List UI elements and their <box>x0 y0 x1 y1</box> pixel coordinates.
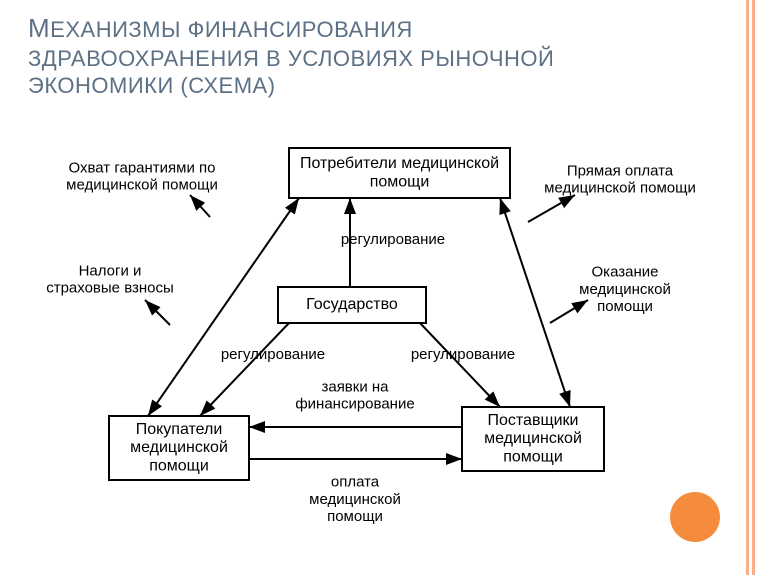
svg-text:медицинской: медицинской <box>579 281 671 298</box>
svg-text:Оказание: Оказание <box>592 264 659 281</box>
slide: МЕХАНИЗМЫ ФИНАНСИРОВАНИЯЗДРАВООХРАНЕНИЯ … <box>0 0 766 575</box>
svg-text:Прямая оплата: Прямая оплата <box>567 162 674 179</box>
svg-text:помощи: помощи <box>503 449 563 466</box>
svg-text:Покупатели: Покупатели <box>136 421 223 438</box>
svg-text:регулирование: регулирование <box>341 231 445 248</box>
svg-text:регулирование: регулирование <box>411 346 515 363</box>
svg-text:медицинской помощи: медицинской помощи <box>544 180 696 197</box>
svg-text:медицинской помощи: медицинской помощи <box>66 177 218 194</box>
edge-state_to_buyers <box>200 323 289 416</box>
svg-text:финансирование: финансирование <box>295 396 414 413</box>
slide-title: МЕХАНИЗМЫ ФИНАНСИРОВАНИЯЗДРАВООХРАНЕНИЯ … <box>28 12 706 100</box>
edge-consumers_buyers_left <box>148 198 299 416</box>
svg-text:медицинской: медицинской <box>130 439 228 456</box>
svg-text:Охват гарантиями по: Охват гарантиями по <box>69 159 216 176</box>
svg-text:Поставщики: Поставщики <box>488 412 579 429</box>
svg-text:оплата: оплата <box>331 474 380 491</box>
svg-text:медицинской: медицинской <box>484 430 582 447</box>
svg-text:регулирование: регулирование <box>221 346 325 363</box>
svg-text:помощи: помощи <box>149 458 209 475</box>
accent-rule-1 <box>746 0 749 575</box>
edge-consumers_providers_right <box>500 198 570 407</box>
svg-text:Потребители медицинской: Потребители медицинской <box>300 155 499 172</box>
accent-rule-2 <box>752 0 755 575</box>
diagram: регулирование регулирование регулирование О… <box>30 140 730 560</box>
svg-text:страховые взносы: страховые взносы <box>46 280 174 297</box>
edge-state_to_providers <box>420 323 500 407</box>
svg-text:Государство: Государство <box>306 296 398 313</box>
svg-text:помощи: помощи <box>370 173 430 190</box>
svg-text:заявки на: заявки на <box>321 378 389 395</box>
svg-text:помощи: помощи <box>327 508 383 525</box>
svg-text:медицинской: медицинской <box>309 491 401 508</box>
svg-text:Налоги и: Налоги и <box>79 262 142 279</box>
svg-text:помощи: помощи <box>597 298 653 315</box>
